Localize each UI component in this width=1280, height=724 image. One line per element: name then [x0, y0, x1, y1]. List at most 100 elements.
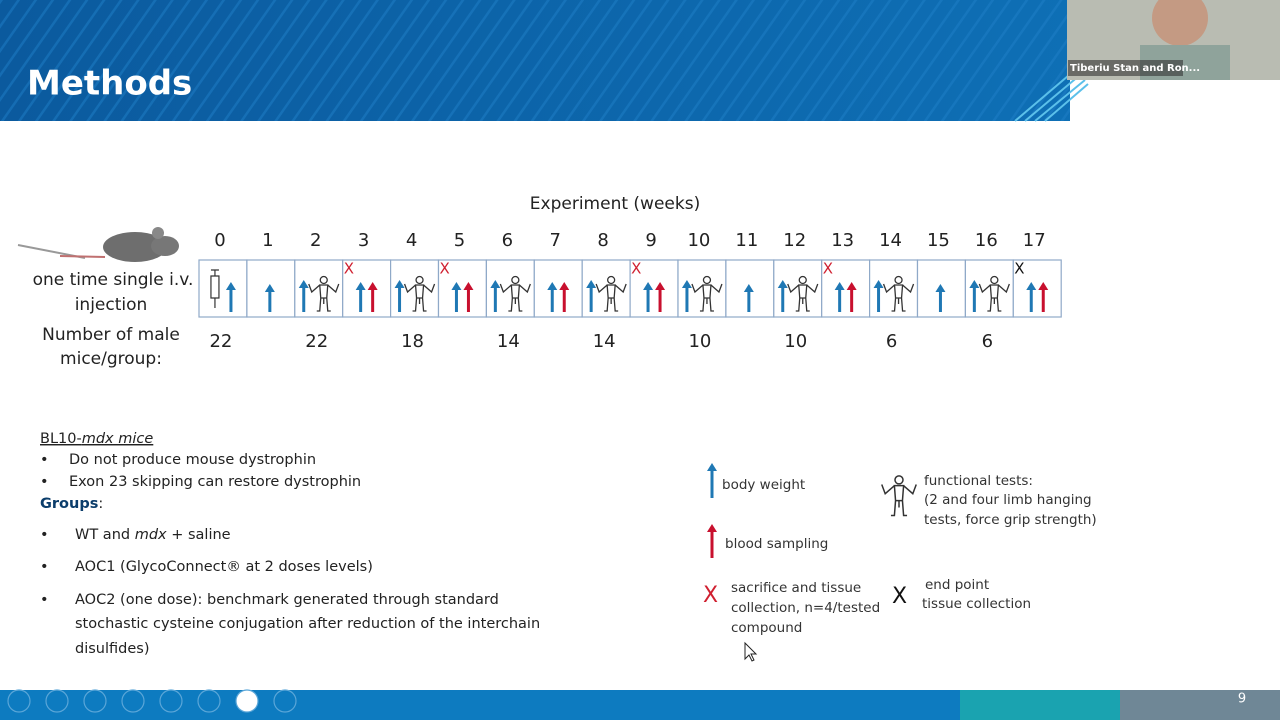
toolbar-button[interactable] [121, 689, 145, 713]
week-cell [342, 259, 392, 318]
toolbar-end [1120, 690, 1280, 720]
functional-icon [881, 475, 917, 517]
week-label: 9 [645, 230, 656, 251]
bullet: • [40, 527, 49, 543]
head [511, 275, 520, 285]
mice-count: 18 [401, 331, 424, 352]
arrow-head [743, 284, 754, 292]
toolbar-button[interactable] [159, 689, 183, 713]
arrow-head [969, 280, 980, 288]
weight-arrow [298, 280, 309, 312]
legend-text: sacrifice and tissue [731, 580, 861, 596]
mice-count: 6 [886, 331, 897, 352]
head [607, 275, 616, 285]
group-text: AOC1 (GlycoConnect® at 2 doses levels) [75, 559, 373, 575]
week-label: 6 [502, 230, 513, 251]
video-person [1152, 0, 1208, 46]
arrow-head [586, 280, 597, 288]
timeline-title: Experiment (weeks) [530, 194, 700, 214]
arrow-head [225, 282, 236, 290]
week-label: 0 [214, 230, 225, 251]
body [499, 283, 531, 312]
arrow-head [559, 282, 570, 290]
week-cell [390, 259, 440, 318]
count-label: Number of male [42, 325, 180, 345]
cursor [744, 641, 758, 662]
arrow-head [707, 463, 717, 471]
body [403, 283, 436, 312]
head [415, 275, 424, 285]
arrow-head [834, 282, 845, 290]
body [881, 484, 917, 517]
group-text: stochastic cysteine conjugation after re… [75, 616, 540, 632]
legend-text: tests, force grip strength) [924, 512, 1097, 528]
bullet-text: Exon 23 skipping can restore dystrophin [69, 474, 361, 490]
mouse-illustration [17, 227, 179, 262]
legend-text: end point [925, 577, 989, 593]
weight-arrow [935, 284, 946, 312]
arrow-head [394, 280, 405, 288]
week-cell [581, 259, 631, 318]
toolbar-button[interactable] [197, 689, 221, 713]
week-label: 2 [310, 230, 321, 251]
arrow-head [1038, 282, 1049, 290]
legend-text: blood sampling [725, 536, 828, 552]
week-cell [437, 259, 488, 318]
week-label: 17 [1023, 230, 1046, 251]
toolbar-button[interactable] [83, 689, 107, 713]
legend: X X body weight blood sampling sacrifice… [703, 463, 1097, 636]
injection-label: injection [75, 295, 148, 315]
week-cell [533, 259, 583, 318]
week-cell [294, 259, 344, 318]
injection-label: one time single i.v. [33, 270, 194, 290]
toolbar-button[interactable] [235, 689, 259, 713]
arrow-head [846, 282, 857, 290]
weight-arrow [225, 282, 236, 312]
sacrifice-marker: X [631, 260, 641, 278]
head [990, 275, 999, 285]
head [319, 275, 328, 285]
arrow-head [873, 280, 884, 288]
week-cell [485, 259, 535, 318]
week-label: 15 [927, 230, 950, 251]
blood-arrow [1038, 282, 1049, 312]
functional-icon [691, 275, 723, 312]
body [978, 283, 1010, 312]
week-label: 3 [358, 230, 369, 251]
arrow-head [355, 282, 366, 290]
toolbar-button[interactable] [273, 689, 297, 713]
functional-icon [978, 275, 1010, 312]
toolbar-accent [960, 690, 1120, 720]
week-label: 16 [975, 230, 998, 251]
arrow-head [1026, 282, 1037, 290]
weight-arrow [394, 280, 405, 312]
weight-arrow [969, 280, 980, 312]
video-name: Tiberiu Stan and Ron... [1070, 63, 1200, 74]
weight-arrow [707, 463, 717, 498]
toolbar-button[interactable] [7, 689, 31, 713]
weight-arrow [743, 284, 754, 312]
toolbar [0, 690, 960, 720]
arrow-head [463, 282, 474, 290]
mice-count: 14 [593, 331, 616, 352]
week-cell [821, 259, 871, 318]
sacrifice-marker: X [823, 260, 833, 278]
week-label: 8 [597, 230, 608, 251]
bullet: • [40, 592, 49, 608]
toolbar-button[interactable] [45, 689, 69, 713]
head [894, 475, 904, 485]
arrow-head [547, 282, 558, 290]
legend-x-red: X [703, 583, 718, 608]
blood-arrow [707, 524, 717, 558]
week-cell [629, 259, 679, 318]
arrow-head [264, 284, 275, 292]
bullet-text: Do not produce mouse dystrophin [69, 452, 316, 468]
mice-count: 6 [982, 331, 993, 352]
slide-title: Methods [27, 64, 192, 104]
sacrifice-marker: X [440, 260, 450, 278]
blood-arrow [655, 282, 666, 312]
count-label: mice/group: [60, 349, 162, 369]
mice-heading: BL10-mdx mice [40, 431, 153, 447]
